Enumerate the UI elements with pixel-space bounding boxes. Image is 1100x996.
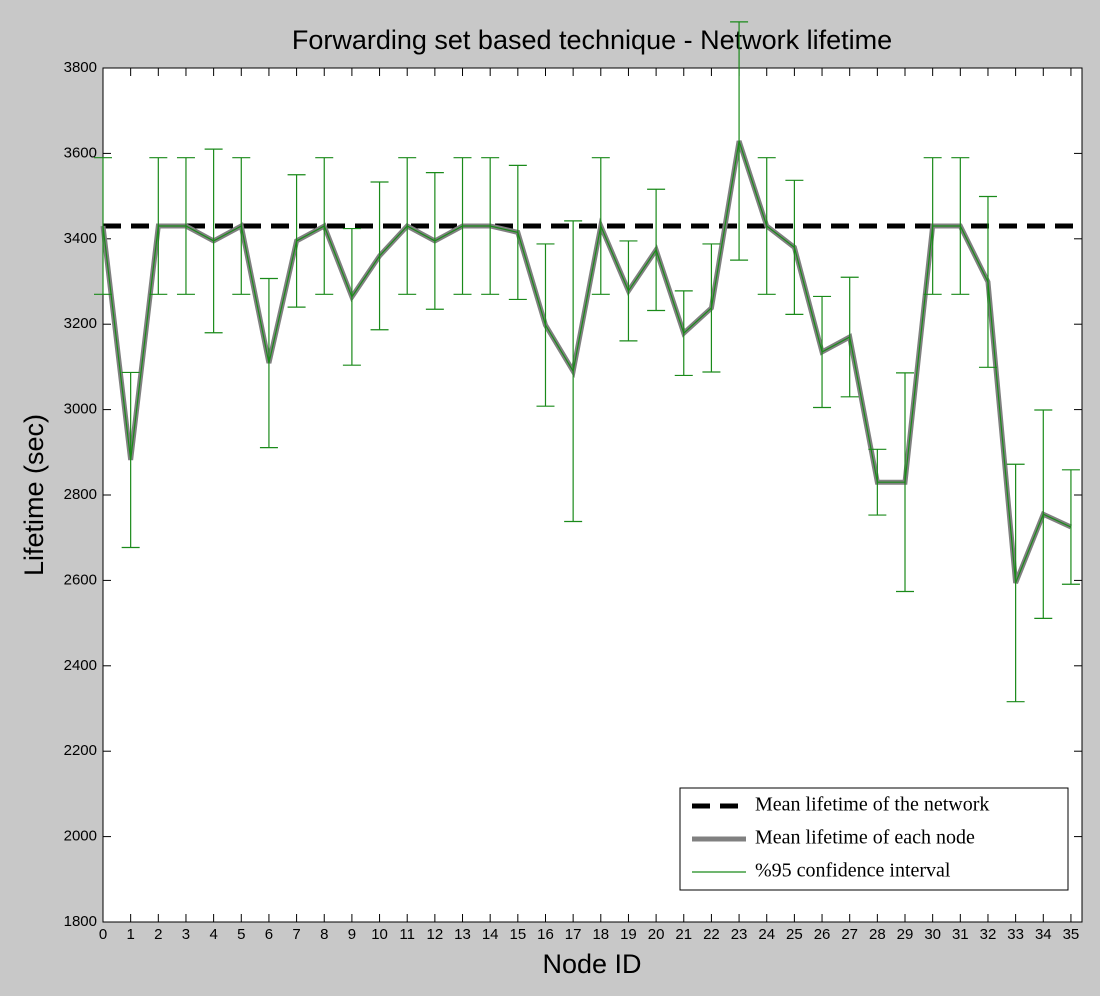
x-tick-label: 3 bbox=[182, 926, 190, 943]
legend-label: %95 confidence interval bbox=[755, 860, 951, 882]
error-bar bbox=[1034, 409, 1053, 620]
y-tick-label: 3400 bbox=[64, 230, 97, 247]
error-bar bbox=[287, 174, 306, 308]
x-tick-label: 2 bbox=[154, 926, 162, 943]
error-bar bbox=[232, 157, 251, 295]
x-tick-label: 7 bbox=[292, 926, 300, 943]
legend-label: Mean lifetime of the network bbox=[755, 794, 989, 816]
error-bar bbox=[1061, 469, 1080, 585]
x-tick-label: 4 bbox=[209, 926, 217, 943]
error-bar bbox=[204, 148, 223, 334]
error-bar bbox=[536, 243, 555, 407]
x-tick-label: 30 bbox=[924, 926, 941, 943]
error-bar bbox=[896, 372, 915, 593]
error-bar bbox=[564, 220, 583, 523]
error-bar bbox=[94, 157, 112, 295]
legend-label: Mean lifetime of each node bbox=[755, 827, 975, 849]
x-tick-label: 8 bbox=[320, 926, 328, 943]
error-bar bbox=[370, 181, 389, 331]
error-bar bbox=[121, 371, 140, 549]
x-tick-label: 17 bbox=[565, 926, 582, 943]
error-bar bbox=[674, 290, 693, 377]
chart-title: Forwarding set based technique - Network… bbox=[292, 25, 892, 55]
x-tick-label: 5 bbox=[237, 926, 245, 943]
error-bar bbox=[619, 240, 638, 342]
x-tick-label: 25 bbox=[786, 926, 803, 943]
y-tick-label: 2000 bbox=[64, 828, 97, 845]
error-bar bbox=[481, 157, 500, 295]
x-tick-label: 14 bbox=[482, 926, 499, 943]
error-bar bbox=[149, 157, 168, 295]
x-tick-label: 6 bbox=[265, 926, 273, 943]
x-tick-label: 1 bbox=[126, 926, 134, 943]
error-bar bbox=[453, 157, 472, 295]
y-tick-label: 3600 bbox=[64, 144, 97, 161]
x-tick-label: 19 bbox=[620, 926, 637, 943]
y-tick-label: 2400 bbox=[64, 657, 97, 674]
x-tick-label: 31 bbox=[952, 926, 969, 943]
error-bar bbox=[425, 172, 444, 310]
error-bar bbox=[176, 157, 195, 295]
error-bar bbox=[342, 227, 361, 366]
error-bar bbox=[757, 157, 776, 295]
error-bar bbox=[591, 157, 610, 295]
y-axis-label: Lifetime (sec) bbox=[19, 414, 49, 576]
x-tick-label: 11 bbox=[399, 926, 415, 943]
x-tick-label: 13 bbox=[454, 926, 471, 943]
error-bar bbox=[1006, 463, 1025, 703]
x-tick-label: 26 bbox=[814, 926, 831, 943]
plot-area bbox=[102, 67, 1083, 923]
x-tick-label: 16 bbox=[537, 926, 554, 943]
x-tick-label: 27 bbox=[841, 926, 858, 943]
y-tick-label: 3800 bbox=[64, 59, 97, 76]
error-bar bbox=[398, 157, 417, 295]
error-bar bbox=[813, 295, 832, 409]
y-tick-label: 2200 bbox=[64, 742, 97, 759]
y-tick-label: 3200 bbox=[64, 315, 97, 332]
error-bar bbox=[978, 195, 997, 368]
error-bar bbox=[730, 21, 749, 261]
error-bar bbox=[315, 157, 334, 295]
x-tick-label: 15 bbox=[509, 926, 526, 943]
error-bar bbox=[868, 448, 887, 516]
x-tick-label: 21 bbox=[675, 926, 692, 943]
error-bar bbox=[647, 188, 666, 312]
y-tick-label: 1800 bbox=[64, 913, 97, 930]
error-bar bbox=[259, 277, 278, 449]
x-tick-label: 35 bbox=[1063, 926, 1080, 943]
x-tick-label: 34 bbox=[1035, 926, 1052, 943]
error-bar bbox=[785, 179, 804, 315]
y-tick-label: 2800 bbox=[64, 486, 97, 503]
y-tick-label: 2600 bbox=[64, 571, 97, 588]
ci-center-line bbox=[102, 140, 1072, 584]
x-tick-label: 20 bbox=[648, 926, 665, 943]
x-tick-label: 22 bbox=[703, 926, 720, 943]
x-tick-label: 28 bbox=[869, 926, 886, 943]
error-bar bbox=[840, 276, 859, 398]
error-bar bbox=[951, 157, 970, 295]
x-tick-label: 29 bbox=[897, 926, 914, 943]
x-tick-label: 12 bbox=[427, 926, 444, 943]
x-tick-label: 32 bbox=[980, 926, 997, 943]
error-bar bbox=[923, 157, 942, 295]
x-tick-label: 10 bbox=[371, 926, 388, 943]
x-tick-label: 33 bbox=[1007, 926, 1024, 943]
error-bar bbox=[702, 243, 721, 373]
error-bar bbox=[508, 164, 527, 301]
x-tick-label: 0 bbox=[99, 926, 107, 943]
x-axis-label: Node ID bbox=[542, 949, 641, 979]
x-tick-label: 9 bbox=[348, 926, 356, 943]
x-tick-label: 24 bbox=[758, 926, 775, 943]
x-tick-label: 18 bbox=[592, 926, 609, 943]
y-tick-label: 3000 bbox=[64, 401, 97, 418]
x-tick-label: 23 bbox=[731, 926, 748, 943]
